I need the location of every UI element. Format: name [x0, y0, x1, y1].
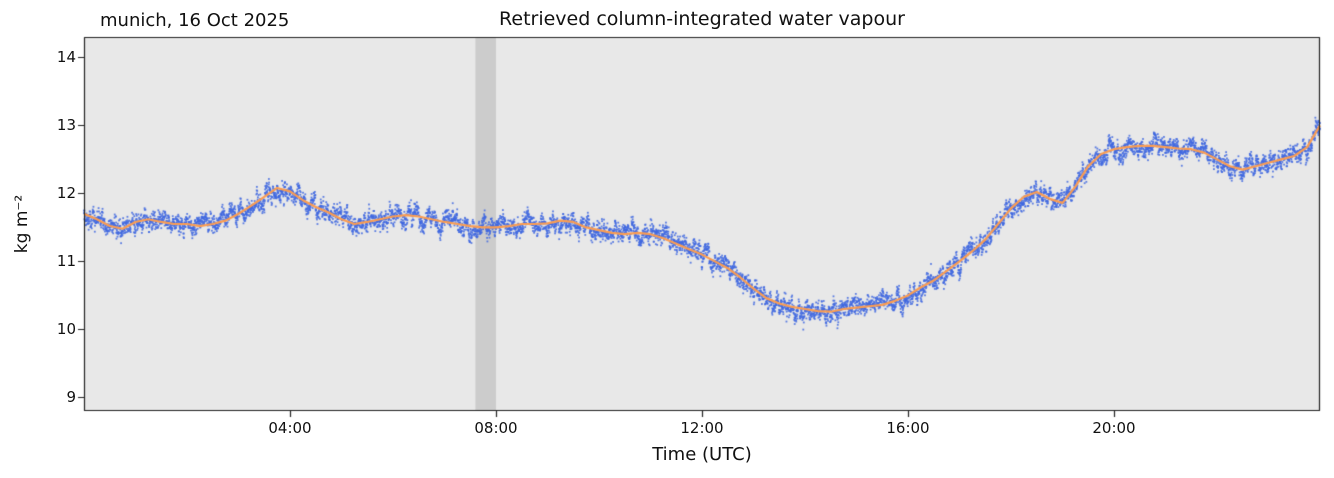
- chart-title: Retrieved column-integrated water vapour: [499, 8, 905, 30]
- y-tick-label: 14: [56, 48, 76, 67]
- y-tick-label: 11: [56, 252, 76, 271]
- station-date-annotation: munich, 16 Oct 2025: [100, 10, 290, 31]
- x-tick-label: 12:00: [680, 419, 724, 437]
- x-tick-label: 04:00: [268, 419, 312, 437]
- y-tick-label: 9: [66, 388, 76, 407]
- x-axis-label: Time (UTC): [652, 444, 752, 465]
- x-tick-label: 08:00: [474, 419, 518, 437]
- x-tick-label: 20:00: [1092, 419, 1136, 437]
- y-tick-label: 10: [56, 320, 76, 339]
- y-tick-label: 12: [56, 184, 76, 203]
- y-tick-label: 13: [56, 116, 76, 135]
- x-tick-label: 16:00: [886, 419, 930, 437]
